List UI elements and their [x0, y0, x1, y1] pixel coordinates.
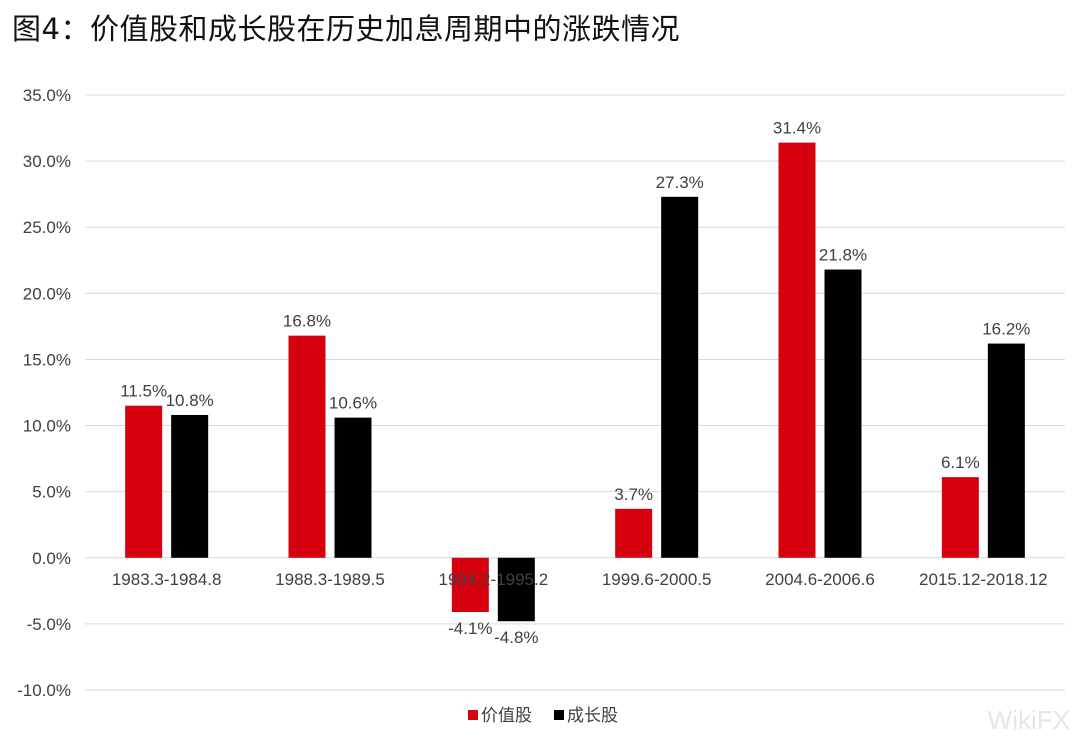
bar-value [288, 335, 326, 558]
data-label: 27.3% [656, 173, 704, 192]
data-label: 10.8% [166, 391, 214, 410]
data-label: 11.5% [120, 382, 167, 401]
data-label: 21.8% [819, 246, 867, 265]
bar-growth [171, 414, 209, 558]
legend-label: 价值股 [481, 706, 532, 725]
data-label: -4.1% [448, 619, 492, 638]
bar-value [778, 142, 816, 558]
x-category-label: 2004.6-2006.6 [765, 570, 875, 589]
legend-swatch [468, 710, 478, 720]
y-tick-label: -5.0% [27, 615, 71, 634]
bar-growth [661, 196, 699, 558]
bar-value [451, 557, 489, 612]
x-category-label: 2015.12-2018.12 [919, 570, 1048, 589]
watermark-logo: WikiFX [987, 705, 1070, 735]
y-tick-label: 35.0% [23, 86, 71, 105]
bar-value [125, 405, 163, 558]
figure-title: 图4：价值股和成长股在历史加息周期中的涨跌情况 [12, 12, 680, 46]
bar-value [941, 477, 979, 558]
bar-growth [824, 269, 862, 558]
y-tick-label: 25.0% [23, 218, 71, 237]
data-label: 6.1% [941, 453, 980, 472]
data-labels: 11.5%10.8% 16.8% 10.6% -4.1% -4.8% 3.7% 27.3% 3… [120, 119, 1030, 648]
data-label: 31.4% [773, 119, 821, 138]
y-tick-label: 5.0% [32, 483, 71, 502]
y-tick-label: -10.0% [17, 681, 71, 700]
data-label: -4.8% [494, 628, 538, 647]
x-category-label: 1999.6-2000.5 [602, 570, 712, 589]
bar-growth [334, 417, 372, 558]
y-tick-label: 10.0% [23, 417, 71, 436]
grid-lines [85, 94, 1065, 691]
bar-growth [987, 343, 1025, 558]
bar-growth [497, 557, 535, 622]
y-tick-label: 15.0% [23, 350, 71, 369]
x-category-label: 1994.2-1995.2 [439, 570, 549, 589]
x-axis-category-labels: 1983.3-1984.8 1988.3-1989.5 1994.2-1995.2 1… [112, 570, 1048, 589]
x-category-label: 1988.3-1989.5 [275, 570, 385, 589]
data-label: 16.8% [283, 312, 331, 331]
bars [125, 142, 1025, 622]
y-tick-label: 20.0% [23, 284, 71, 303]
y-tick-label: 0.0% [32, 549, 71, 568]
legend-label: 成长股 [567, 706, 618, 725]
legend: 价值股 成长股 [468, 706, 618, 725]
legend-swatch [554, 710, 564, 720]
data-label: 10.6% [329, 394, 377, 413]
bar-value [615, 508, 653, 558]
data-label: 3.7% [614, 485, 653, 504]
data-label: 16.2% [982, 320, 1030, 339]
y-tick-label: 30.0% [23, 152, 71, 171]
y-axis-tick-labels: -10.0% -5.0% 0.0% 5.0% 10.0% 15.0% 20.0% 25.0% 3… [17, 86, 71, 700]
x-category-label: 1983.3-1984.8 [112, 570, 222, 589]
